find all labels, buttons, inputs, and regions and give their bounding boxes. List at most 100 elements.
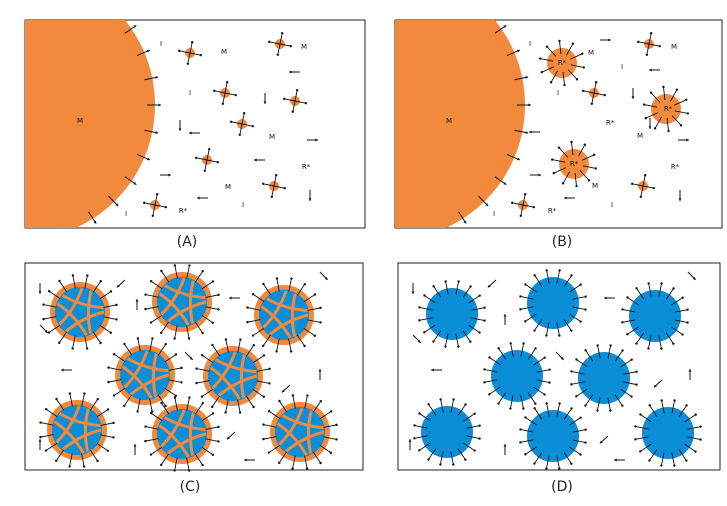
- spike-end: [278, 461, 281, 465]
- spike-end: [639, 450, 642, 453]
- spike-end: [423, 294, 426, 297]
- arrow-head: [254, 158, 257, 162]
- spike-end: [68, 392, 72, 395]
- spike-end: [575, 358, 578, 361]
- spike-end: [584, 308, 587, 311]
- spike-end: [626, 296, 629, 299]
- spike: [161, 402, 170, 415]
- spike: [262, 334, 271, 347]
- spike: [150, 412, 163, 421]
- spike-end: [675, 88, 679, 91]
- spike-end: [686, 112, 689, 115]
- spike: [687, 436, 701, 441]
- spike: [256, 368, 270, 372]
- spike-end: [519, 295, 522, 298]
- state-label: M: [269, 133, 275, 141]
- spike: [640, 185, 644, 197]
- spike: [522, 204, 534, 208]
- spike-end: [584, 349, 587, 352]
- spike-end: [635, 370, 638, 373]
- spike: [541, 66, 554, 73]
- spike: [72, 275, 76, 289]
- spike: [252, 327, 265, 336]
- spike-end: [673, 464, 676, 467]
- spike: [620, 388, 632, 397]
- spike: [419, 413, 431, 422]
- arrow-head: [146, 49, 150, 53]
- spike-end: [532, 205, 535, 209]
- spike: [562, 171, 570, 184]
- spike-end: [313, 334, 317, 337]
- spike-end: [276, 53, 280, 56]
- capsule: [527, 410, 579, 462]
- spike-end: [662, 85, 665, 89]
- spike-end: [213, 89, 216, 93]
- spike-end: [522, 342, 525, 345]
- capsule-network: [281, 414, 324, 430]
- spike: [424, 324, 436, 333]
- spike-end: [211, 412, 215, 415]
- spike: [440, 399, 444, 413]
- spike-end: [418, 412, 421, 415]
- arrow-head: [155, 131, 159, 134]
- spike-end: [149, 453, 153, 456]
- spike-end: [621, 404, 624, 407]
- spike-end: [557, 146, 561, 149]
- spike: [563, 275, 572, 287]
- spike-end: [180, 381, 183, 384]
- capsule-network: [121, 365, 153, 399]
- capsule-network: [160, 409, 186, 448]
- spike-end: [561, 182, 565, 185]
- spike-end: [545, 402, 548, 405]
- spike: [546, 46, 557, 57]
- spike: [638, 41, 650, 45]
- capsule-network: [278, 407, 304, 446]
- spike-end: [99, 279, 102, 283]
- spike-end: [483, 319, 486, 322]
- spike: [563, 452, 572, 464]
- spike: [620, 359, 632, 368]
- spike: [145, 426, 159, 430]
- arrow-head: [503, 181, 507, 185]
- spike: [149, 338, 153, 352]
- spike: [263, 436, 277, 440]
- spike-end: [630, 395, 633, 398]
- spike-end: [246, 320, 249, 324]
- spike: [457, 448, 466, 460]
- spike: [654, 116, 662, 129]
- spike-end: [519, 441, 522, 444]
- capsule-network: [209, 366, 241, 400]
- spike-end: [200, 354, 204, 357]
- spike: [154, 194, 158, 206]
- spike: [312, 451, 321, 464]
- spike: [455, 281, 460, 295]
- spike: [149, 398, 153, 412]
- state-label: I: [189, 89, 191, 97]
- spike: [520, 395, 524, 409]
- spike: [525, 446, 537, 455]
- spike: [678, 405, 687, 417]
- spike: [553, 167, 566, 174]
- spike-end: [575, 78, 579, 81]
- capsule-network: [166, 432, 207, 455]
- spike-end: [238, 133, 242, 136]
- spike: [296, 334, 305, 347]
- spike-end: [211, 405, 214, 409]
- spike-end: [164, 205, 167, 209]
- spike-end: [483, 306, 486, 309]
- spike-end: [42, 317, 45, 321]
- spike: [520, 204, 524, 216]
- spike-end: [335, 438, 338, 441]
- spike: [642, 185, 654, 189]
- spike-end: [524, 283, 527, 286]
- state-label: I: [125, 210, 127, 218]
- spike: [534, 275, 543, 287]
- spike-end: [160, 331, 163, 335]
- spike-end: [582, 89, 585, 93]
- spike-end: [570, 329, 573, 332]
- spike: [241, 123, 253, 127]
- spike-end: [679, 124, 683, 127]
- spike: [520, 428, 534, 433]
- spike-end: [303, 282, 306, 286]
- spike: [591, 92, 595, 104]
